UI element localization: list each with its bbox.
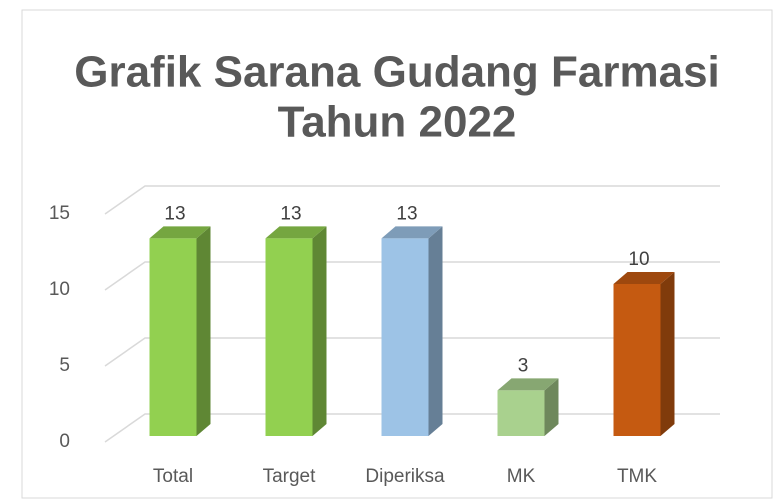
data-label: 3: [518, 355, 529, 376]
bar-side: [196, 226, 211, 436]
y-tick-label: 15: [49, 203, 70, 224]
bar-top: [149, 226, 211, 239]
bar-top: [497, 378, 559, 391]
bar-side: [428, 226, 443, 436]
x-tick-label: Diperiksa: [365, 466, 445, 487]
bar: [497, 390, 545, 436]
grid-line: [104, 261, 720, 291]
x-tick-label: TMK: [617, 466, 657, 487]
x-tick-label: Total: [153, 466, 193, 487]
data-label: 10: [628, 249, 649, 270]
bar-side: [660, 272, 675, 436]
bar-side: [312, 226, 327, 436]
x-tick-label: Target: [263, 466, 317, 487]
chart-title: Tahun 2022: [278, 98, 517, 147]
data-label: 13: [280, 203, 301, 224]
chart-title: Grafik Sarana Gudang Farmasi: [74, 48, 720, 97]
bar-top: [381, 226, 443, 239]
x-tick-label: MK: [507, 466, 536, 487]
bar: [265, 238, 313, 436]
y-tick-label: 0: [59, 431, 70, 452]
bar-top: [613, 272, 675, 284]
grid-line: [104, 185, 720, 215]
data-label: 13: [164, 203, 185, 224]
bar-side: [544, 378, 559, 436]
bar: [381, 238, 429, 436]
bar: [149, 238, 197, 436]
data-label: 13: [396, 203, 417, 224]
grid-line: [104, 337, 720, 367]
y-tick-label: 5: [59, 355, 70, 376]
chart-frame: [21, 9, 773, 499]
bar: [613, 284, 661, 436]
y-tick-label: 10: [49, 279, 70, 300]
bar-top: [265, 226, 327, 239]
